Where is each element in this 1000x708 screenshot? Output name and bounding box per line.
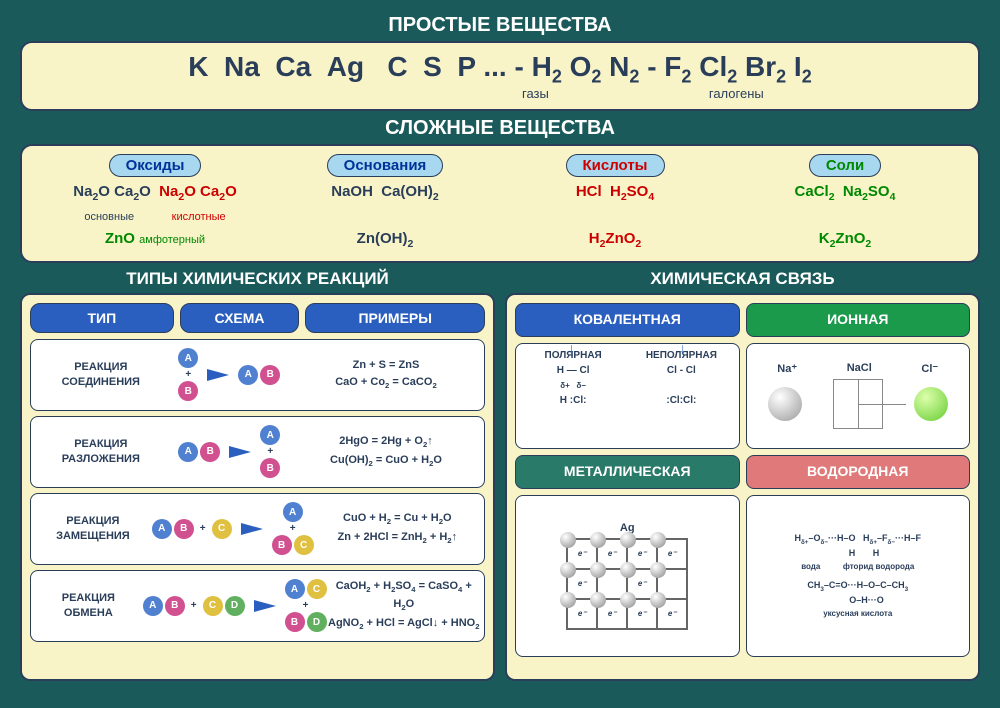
bonds-section: ХИМИЧЕСКАЯ СВЯЗЬ КОВАЛЕНТНАЯ ИОННАЯ ↓↓ П… [505,269,980,681]
hydrogen-header: ВОДОРОДНАЯ [746,455,971,489]
simple-panel: K Na Ca Ag C S P ... - H2 O2 N2 - F2 Cl2… [20,41,980,111]
hdr-examples: ПРИМЕРЫ [305,303,485,333]
covalent-box: ↓↓ ПОЛЯРНАЯ H — Cl δ+ δ− H :Cl: НЕПОЛЯРН… [515,343,740,449]
hdr-type: ТИП [30,303,174,333]
reaction-type-2: РЕАКЦИЯ РАЗЛОЖЕНИЯ [35,437,167,466]
metallic-diagram: e⁻ e⁻ e⁻ e⁻ e⁻ e⁻ e⁻ e⁻ e⁻ e⁻ [566,538,688,630]
reaction-row-3: РЕАКЦИЯ ЗАМЕЩЕНИЯ AB +C A+ BC CuO + H2 =… [30,493,485,565]
reactions-panel: ТИП СХЕМА ПРИМЕРЫ РЕАКЦИЯ СОЕДИНЕНИЯ A+B… [20,293,495,681]
metallic-header: МЕТАЛЛИЧЕСКАЯ [515,455,740,489]
na-ion [768,387,802,421]
reaction-ex-1: Zn + S = ZnSCaO + Co2 = CaCO2 [292,357,480,393]
reaction-type-4: РЕАКЦИЯ ОБМЕНА [35,591,142,620]
reactions-section: ТИПЫ ХИМИЧЕСКИХ РЕАКЦИЙ ТИП СХЕМА ПРИМЕР… [20,269,495,681]
simple-title: ПРОСТЫЕ ВЕЩЕСТВА [10,14,990,37]
oxides-list: Na2O Ca2O Na2O Ca2O основные кислотные Z… [42,181,268,251]
reaction-row-1: РЕАКЦИЯ СОЕДИНЕНИЯ A+B AB Zn + S = ZnSCa… [30,339,485,411]
ionic-box: Na⁺ NaCl Cl⁻ [746,343,971,449]
hdr-scheme: СХЕМА [180,303,300,333]
reaction-type-1: РЕАКЦИЯ СОЕДИНЕНИЯ [35,360,167,389]
salts-col: Соли CaCl2 Na2SO4K2ZnO2 [732,154,958,253]
reaction-scheme-1: A+B AB [167,347,292,402]
reactions-title: ТИПЫ ХИМИЧЕСКИХ РЕАКЦИЙ [20,269,495,289]
bonds-panel: КОВАЛЕНТНАЯ ИОННАЯ ↓↓ ПОЛЯРНАЯ H — Cl δ+… [505,293,980,681]
complex-title: СЛОЖНЫЕ ВЕЩЕСТВА [10,117,990,140]
complex-panel: Оксиды Na2O Ca2O Na2O Ca2O основные кисл… [20,144,980,263]
reaction-scheme-2: AB A+B [167,424,292,479]
sub-labels: газы галогены [42,86,958,101]
reaction-ex-4: CaOH2 + H2SO4 = CaSO4 + H2O AgNO2 + HCl … [328,578,480,634]
bases-list: NaOH Ca(OH)2Zn(OH)2 [272,181,498,253]
reaction-scheme-4: AB + CD AC + BD [142,578,328,633]
cl-ion [914,387,948,421]
reaction-ex-3: CuO + H2 = Cu + H2OZn + 2HCl = ZnH2 + H2… [315,510,480,547]
halogens-label: галогены [709,86,764,101]
oxides-col: Оксиды Na2O Ca2O Na2O Ca2O основные кисл… [42,154,268,253]
elements-list: K Na Ca Ag C S P ... - H2 O2 N2 - F2 Cl2… [42,51,958,88]
reaction-ex-2: 2HgO = 2Hg + O2↑Cu(OH)2 = CuO + H2O [292,433,480,470]
reaction-row-2: РЕАКЦИЯ РАЗЛОЖЕНИЯ AB A+B 2HgO = 2Hg + O… [30,416,485,488]
nonpolar-sub: НЕПОЛЯРНАЯ Cl - Cl :Cl:Cl: [630,348,732,408]
reaction-row-4: РЕАКЦИЯ ОБМЕНА AB + CD AC + BD CaOH2 + H… [30,570,485,642]
bonds-title: ХИМИЧЕСКАЯ СВЯЗЬ [505,269,980,289]
acids-list: HCl H2SO4H2ZnO2 [502,181,728,253]
bases-col: Основания NaOH Ca(OH)2Zn(OH)2 [272,154,498,253]
gases-label: газы [522,86,549,101]
salts-list: CaCl2 Na2SO4K2ZnO2 [732,181,958,253]
ionic-header: ИОННАЯ [746,303,971,337]
bases-header: Основания [327,154,444,177]
hydrogen-box: Hδ+–Oδ−···H–O Hδ+–Fδ−···H–F H H вода фто… [746,495,971,657]
metallic-box: Ag e⁻ e⁻ e⁻ e⁻ e⁻ e⁻ e⁻ e⁻ e⁻ e⁻ [515,495,740,657]
reaction-type-3: РЕАКЦИЯ ЗАМЕЩЕНИЯ [35,514,151,543]
polar-sub: ПОЛЯРНАЯ H — Cl δ+ δ− H :Cl: [522,348,624,408]
acids-col: Кислоты HCl H2SO4H2ZnO2 [502,154,728,253]
hbond-diagram: Hδ+–Oδ−···H–O Hδ+–Fδ−···H–F H H вода фто… [794,532,921,620]
nacl-lattice [833,379,883,429]
oxides-header: Оксиды [109,154,202,177]
acids-header: Кислоты [566,154,665,177]
salts-header: Соли [809,154,881,177]
reaction-scheme-3: AB +C A+ BC [151,501,315,556]
covalent-header: КОВАЛЕНТНАЯ [515,303,740,337]
